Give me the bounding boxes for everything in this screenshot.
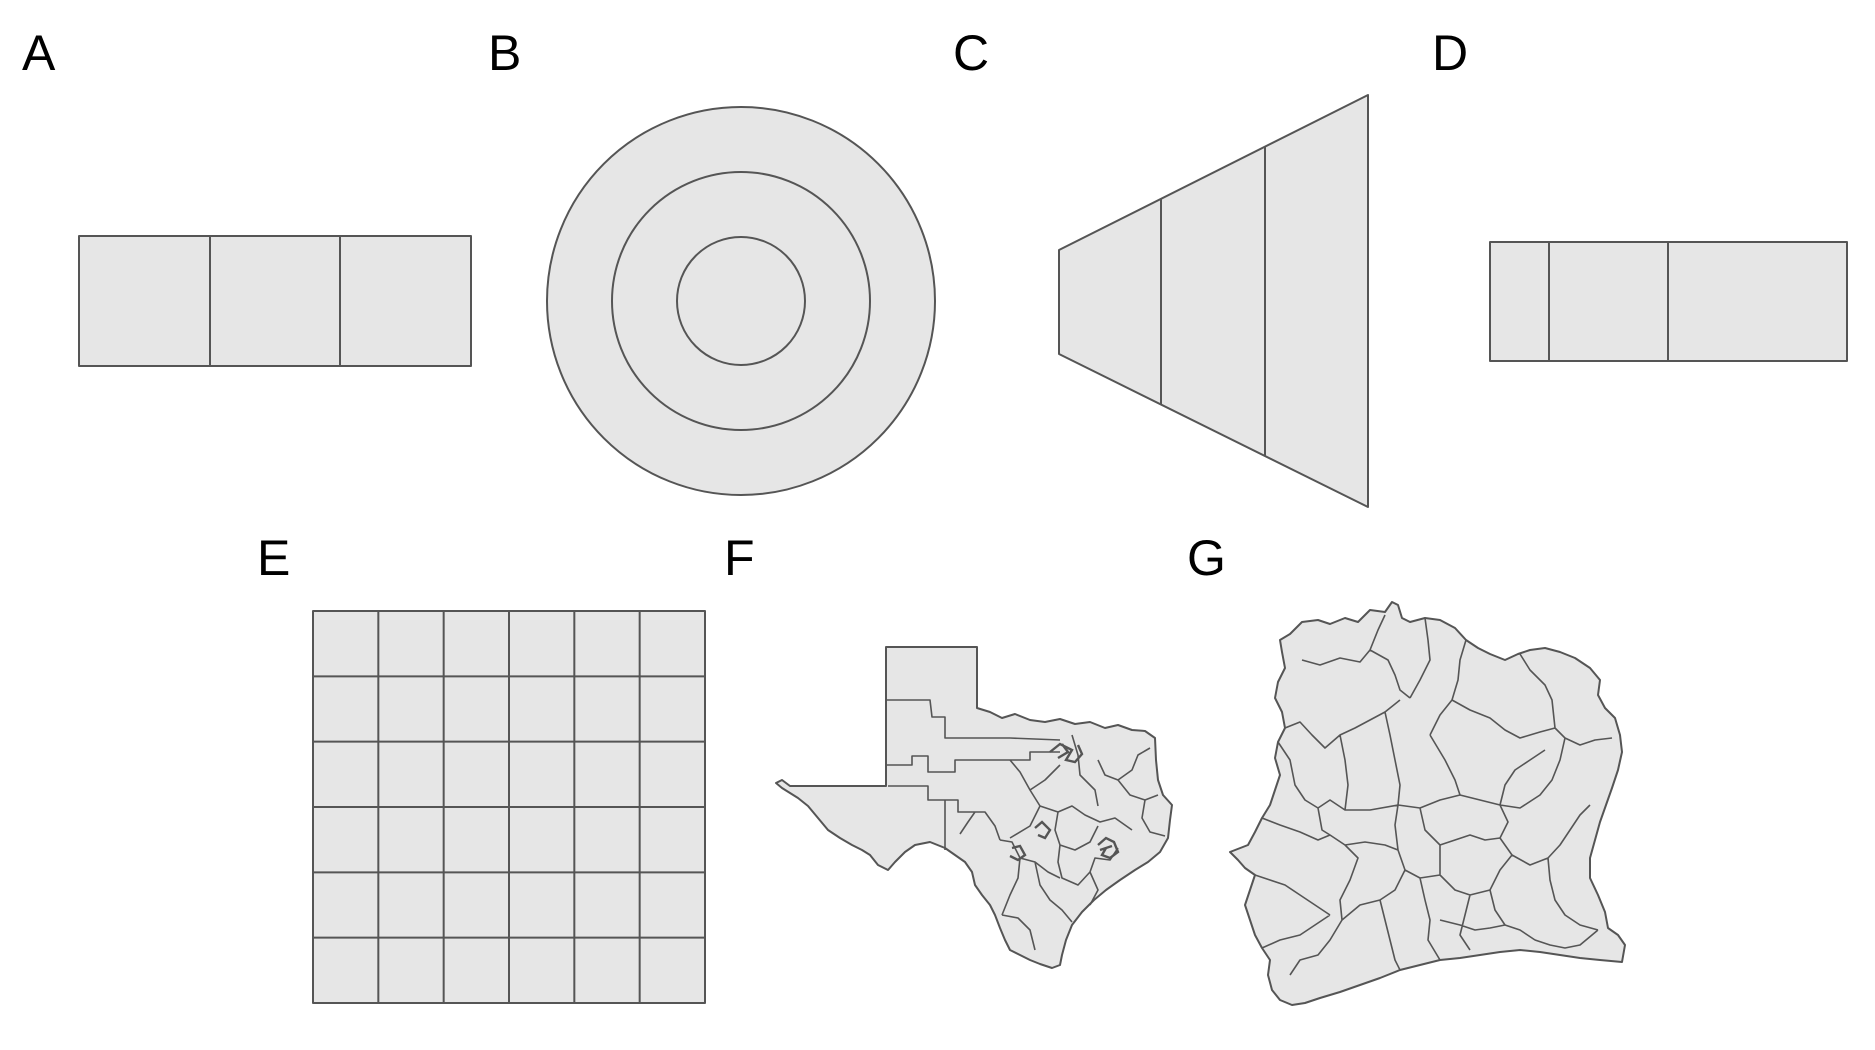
panel-f-urban-cluster-east <box>1097 836 1120 860</box>
panel-a-rectangle <box>78 235 472 367</box>
panel-b-middle-ring <box>611 171 871 431</box>
panel-c: C <box>953 25 1369 508</box>
panel-label-d: D <box>1432 25 1468 81</box>
panel-e: E <box>257 530 706 1004</box>
panel-f-district-lines <box>886 699 1166 951</box>
panel-e-grid-lines <box>313 611 705 1003</box>
panel-label-a: A <box>22 25 56 81</box>
panel-label-e: E <box>257 530 290 586</box>
panel-f-urban-cluster-central <box>1009 820 1052 862</box>
panel-f-urban-cluster-north <box>1049 742 1084 764</box>
panel-g-region-lines <box>1254 614 1613 976</box>
panel-g: G <box>1187 530 1626 1006</box>
panel-b-inner-ring <box>676 236 806 366</box>
panel-a: A <box>22 25 472 367</box>
panel-label-f: F <box>724 530 755 586</box>
panel-c-trapezoid <box>1058 94 1369 508</box>
panel-g-country-outline <box>1229 601 1626 1006</box>
panel-label-g: G <box>1187 530 1226 586</box>
panel-f-texas-outline <box>775 646 1173 969</box>
panel-b: B <box>488 25 936 496</box>
panel-b-outer-ring <box>546 106 936 496</box>
panel-f: F <box>724 530 1173 969</box>
panel-label-c: C <box>953 25 989 81</box>
panel-d: D <box>1432 25 1848 362</box>
panel-label-b: B <box>488 25 521 81</box>
